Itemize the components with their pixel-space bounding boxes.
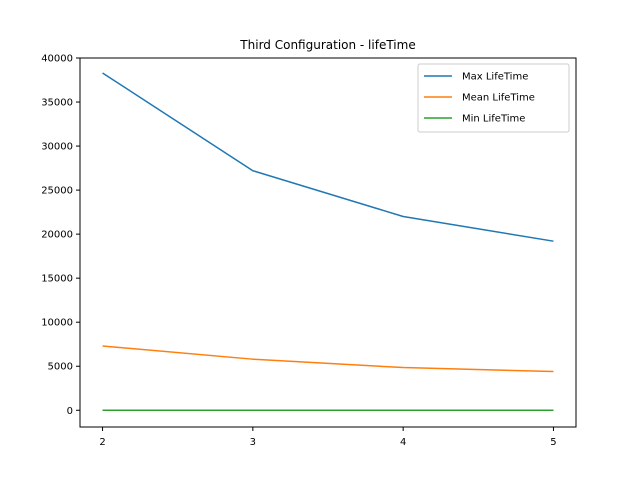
plot-frame [79, 57, 577, 428]
x-tick-label: 3 [250, 437, 256, 448]
y-tick-label: 40000 [41, 54, 73, 65]
legend-label: Mean LifeTime [462, 93, 535, 104]
legend-label: Max LifeTime [462, 72, 528, 83]
y-tick-label: 0 [67, 406, 73, 417]
y-axis: 0 5000 10000 15000 20000 25000 30000 35000 40000 [41, 54, 80, 417]
y-tick-label: 25000 [41, 186, 73, 197]
legend: Max LifeTime Mean LifeTime Min LifeTime [417, 63, 570, 133]
series-line-max-lifetime [102, 72, 554, 242]
x-tick-label: 5 [550, 437, 556, 448]
legend-label: Min LifeTime [462, 114, 525, 125]
y-tick-label: 5000 [48, 362, 73, 373]
series-line-mean-lifetime [102, 345, 554, 373]
y-tick-label: 15000 [41, 274, 73, 285]
y-tick-label: 35000 [41, 98, 73, 109]
series-layer [102, 72, 554, 411]
y-tick-label: 20000 [41, 230, 73, 241]
y-tick-label: 10000 [41, 318, 73, 329]
x-tick-label: 4 [400, 437, 406, 448]
y-tick-label: 30000 [41, 142, 73, 153]
legend-box [417, 63, 570, 133]
chart-title: Third Configuration - lifeTime [239, 38, 415, 52]
x-tick-label: 2 [99, 437, 105, 448]
x-axis: 2 3 4 5 [99, 427, 557, 448]
